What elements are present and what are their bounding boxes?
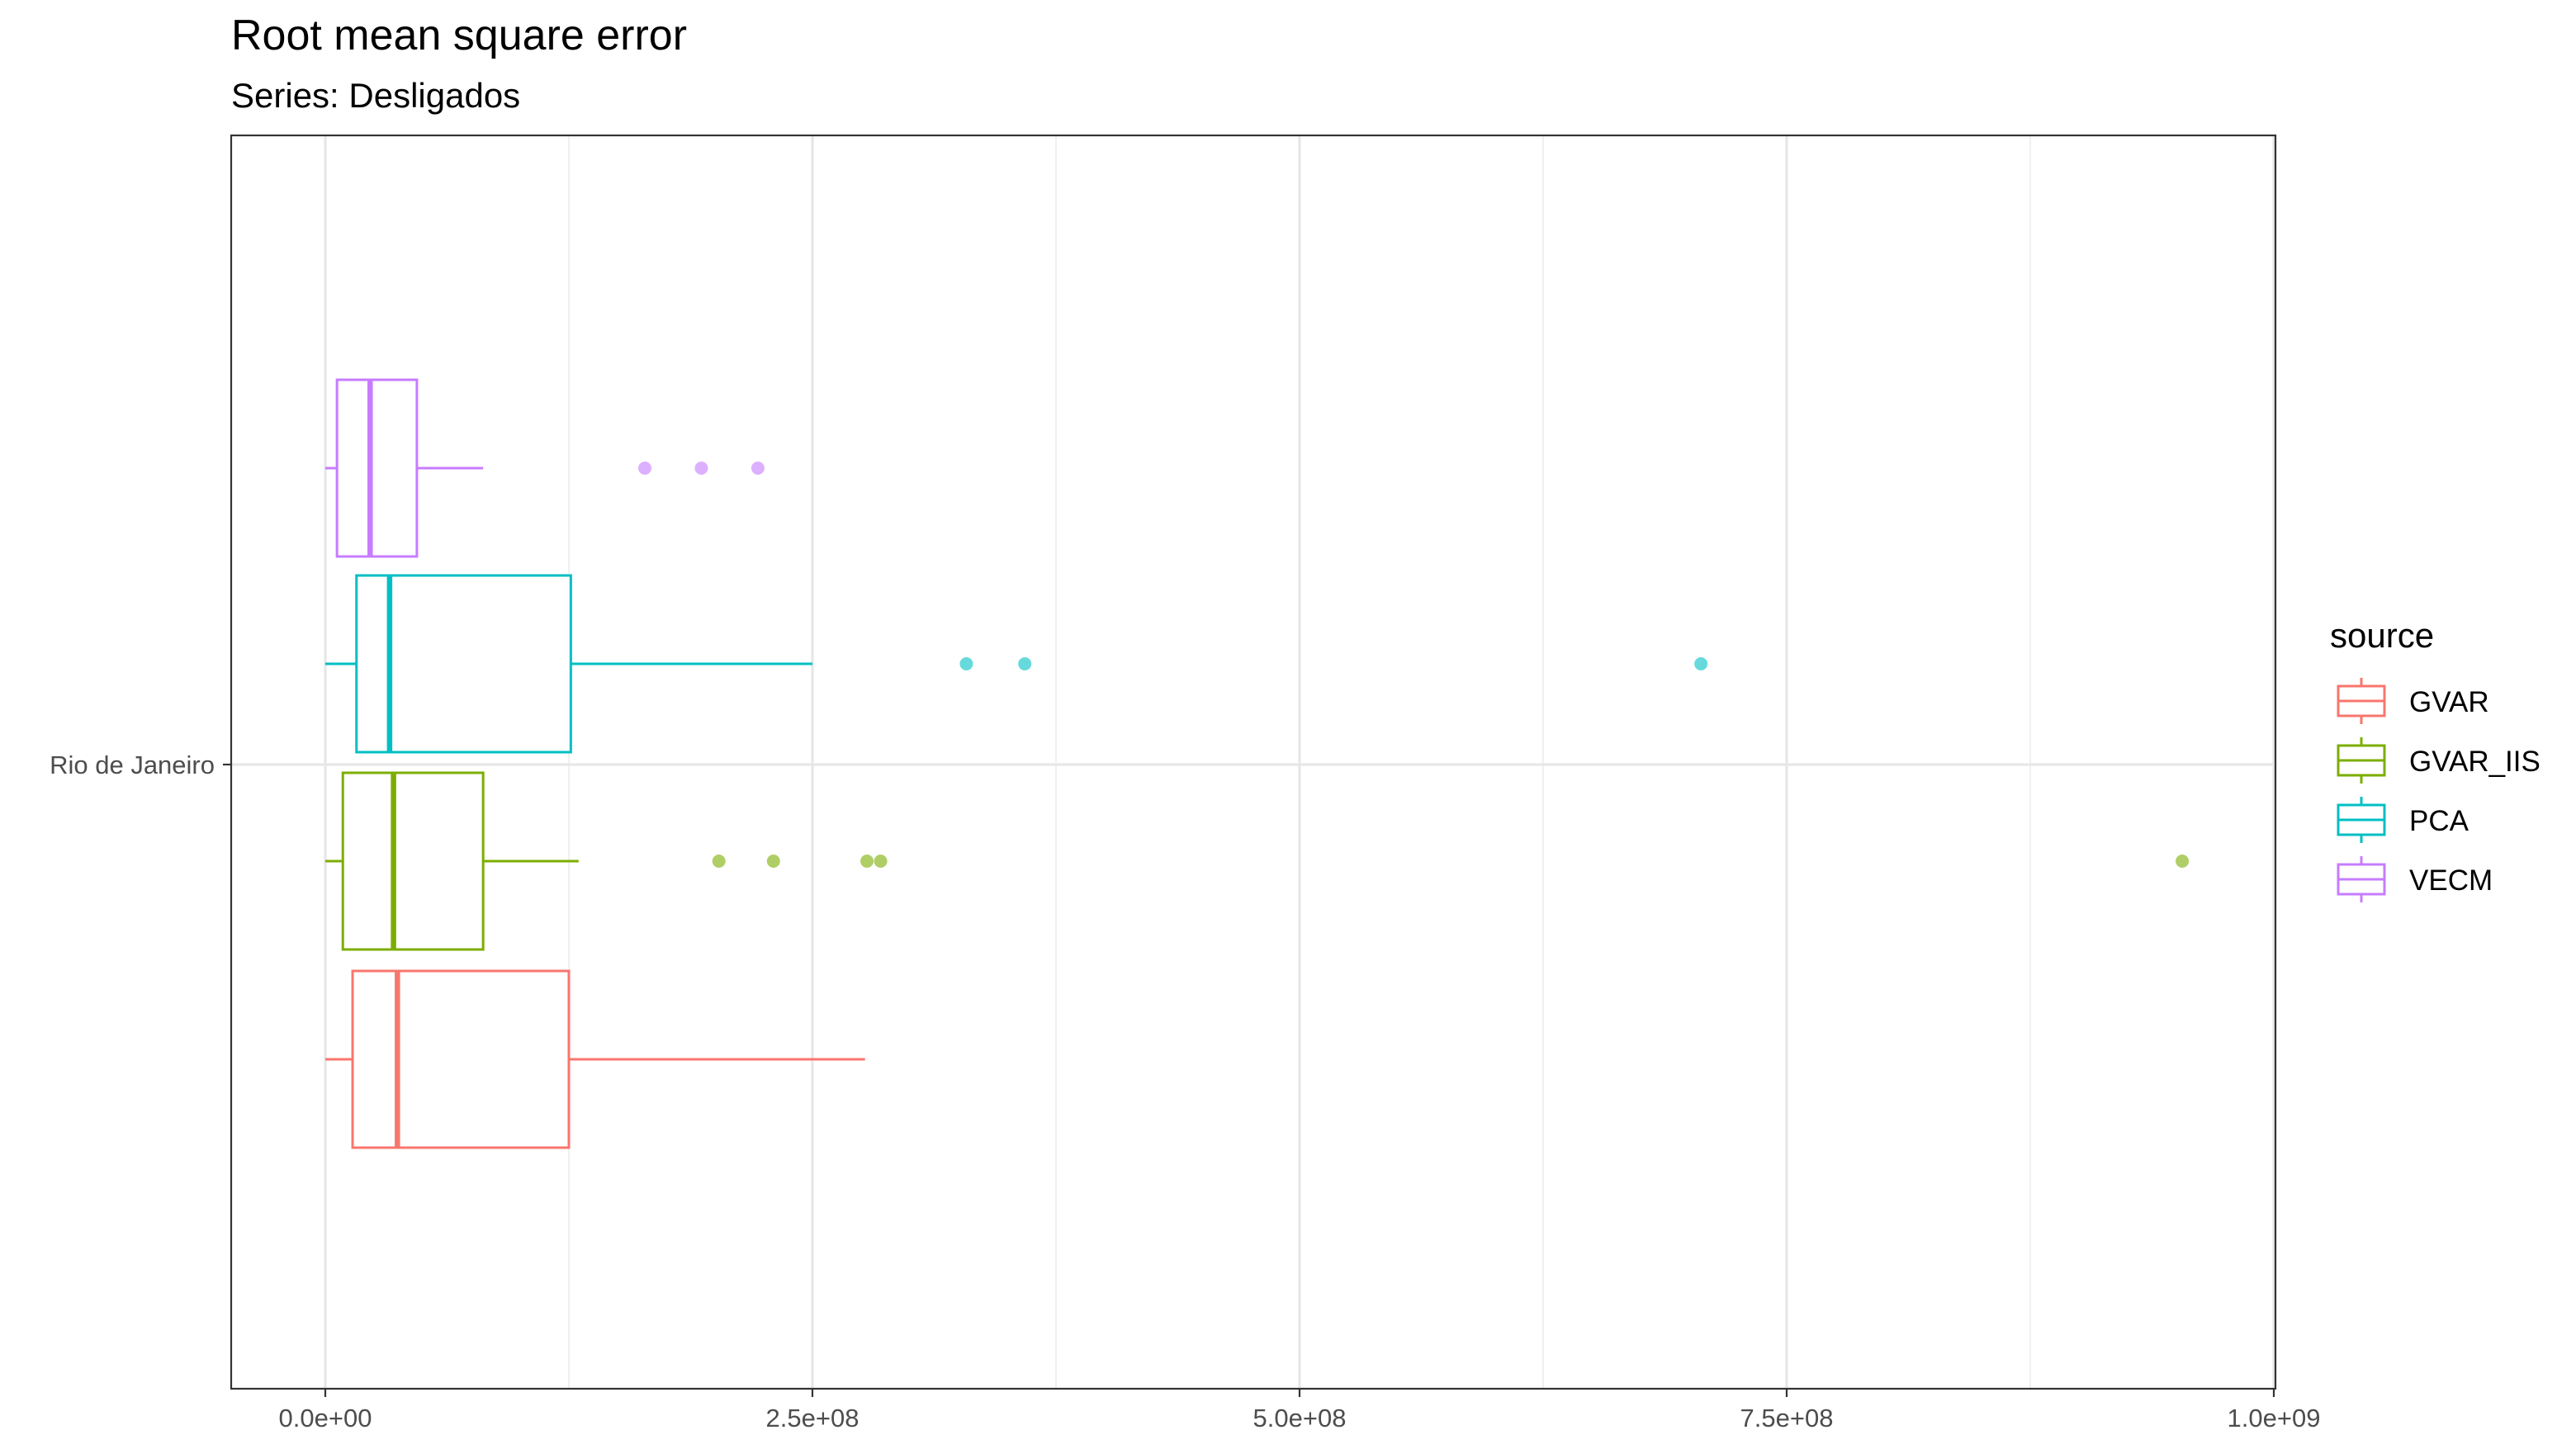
boxplot-gvar-iis — [325, 771, 2190, 951]
legend-label: PCA — [2409, 805, 2469, 837]
axes: 0.0e+00 2.5e+08 5.0e+08 7.5e+08 1.0e+09 Rio d… — [50, 751, 2320, 1432]
outlier-point — [1018, 657, 1032, 670]
outlier-point — [874, 855, 888, 868]
legend-item-gvar: GVAR — [2337, 678, 2489, 724]
outlier-point — [712, 855, 726, 868]
chart-subtitle: Series: Desligados — [231, 76, 520, 115]
grid-lines — [231, 135, 2275, 1389]
outlier-point — [638, 462, 652, 475]
boxplot-gvar — [325, 969, 865, 1149]
x-tick-label: 1.0e+09 — [2228, 1404, 2321, 1432]
legend-item-gvar-iis: GVAR_IIS — [2337, 737, 2540, 784]
boxplots — [325, 378, 2190, 1149]
x-tick-label: 7.5e+08 — [1740, 1404, 1834, 1432]
boxplot-pca — [325, 574, 1708, 754]
legend-item-vecm: VECM — [2337, 856, 2493, 902]
y-tick-label: Rio de Janeiro — [50, 751, 215, 779]
chart-title: Root mean square error — [231, 12, 687, 59]
x-tick-label: 0.0e+00 — [279, 1404, 372, 1432]
x-tick-label: 5.0e+08 — [1253, 1404, 1347, 1432]
legend: source GVAR GVAR_IIS PCA VECM — [2330, 616, 2540, 902]
outlier-point — [751, 462, 765, 475]
legend-item-pca: PCA — [2337, 797, 2469, 843]
box-iqr — [341, 771, 485, 951]
outlier-point — [1694, 657, 1708, 670]
legend-label: VECM — [2409, 864, 2493, 897]
boxplot-vecm — [325, 378, 765, 558]
legend-label: GVAR_IIS — [2409, 746, 2540, 778]
outlier-point — [766, 855, 780, 868]
outlier-point — [694, 462, 708, 475]
box-iqr — [335, 378, 419, 558]
outlier-point — [2176, 855, 2190, 868]
legend-title: source — [2330, 616, 2434, 655]
plot-border — [230, 134, 2277, 1390]
legend-label: GVAR — [2409, 686, 2489, 718]
outlier-point — [860, 855, 874, 868]
box-iqr — [351, 969, 571, 1149]
outlier-point — [959, 657, 973, 670]
plot-panel — [231, 135, 2275, 1389]
x-tick-label: 2.5e+08 — [766, 1404, 859, 1432]
